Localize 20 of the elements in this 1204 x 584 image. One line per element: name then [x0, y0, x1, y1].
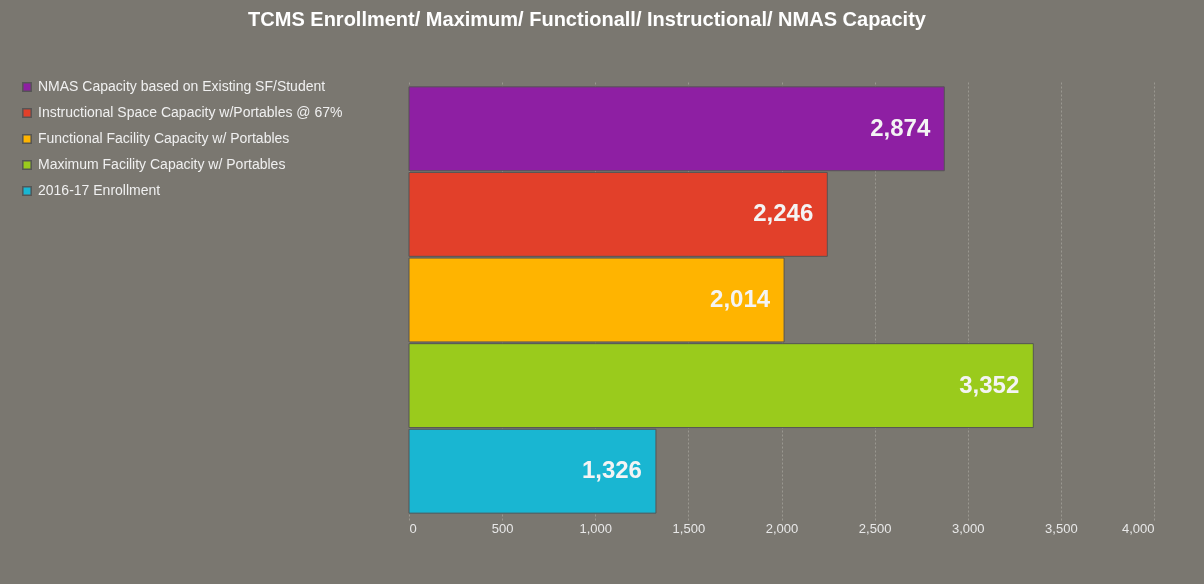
- x-tick-label: 2,000: [765, 520, 799, 536]
- legend-label: NMAS Capacity based on Existing SF/Student: [38, 78, 326, 94]
- legend-label: Functional Facility Capacity w/ Portables: [38, 130, 290, 146]
- x-tick-label: 0: [409, 520, 417, 536]
- legend-label: Instructional Space Capacity w/Portables @ 67%: [38, 104, 343, 120]
- data-label: 1,326: [581, 456, 642, 484]
- data-label: 2,246: [753, 199, 814, 227]
- x-tick-label: 500: [491, 520, 514, 536]
- data-label: 3,352: [959, 370, 1020, 398]
- x-tick-label: 3,500: [1045, 520, 1078, 536]
- x-tick-label: 4,000: [1121, 520, 1155, 536]
- legend-label: Maximum Facility Capacity w/ Portables: [38, 156, 286, 172]
- x-tick-label: 2,500: [858, 520, 892, 536]
- x-tick-label: 1,000: [579, 520, 613, 536]
- chart-title: TCMS Enrollment/ Maximum/ Functionall/ Instructional/ NMAS Capacity: [248, 8, 927, 30]
- x-tick-label: 3,000: [951, 520, 985, 536]
- legend-label: 2016-17 Enrollment: [38, 182, 161, 198]
- data-label: 2,874: [870, 113, 931, 141]
- x-tick-label: 1,500: [672, 520, 706, 536]
- data-label: 2,014: [710, 285, 771, 312]
